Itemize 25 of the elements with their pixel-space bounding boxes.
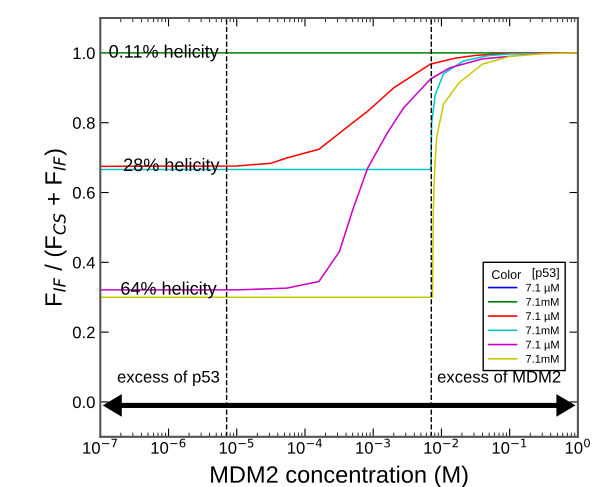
x-tick-label: 10$^{0}$ [566,438,590,454]
y-tick-label: 0.0 [72,396,95,408]
legend-label: 7.1mM [526,298,558,306]
y-tick-label: 1.0 [74,47,95,60]
legend-label: 7.1mM [526,326,558,334]
legend-label: 7.1 µM [526,284,559,294]
annotation: Color [492,270,522,280]
x-tick-label: 10$^{−2}$ [424,438,458,454]
annotation: excess of p53 [118,370,220,386]
legend-title: [p53] [532,268,559,280]
y-tick-label: 0.4 [72,256,95,269]
legend-label: 7.1 µM [526,340,559,351]
x-tick-label: 10$^{−5}$ [220,438,254,454]
legend-label: 7.1 µM [526,312,559,322]
y-tick-label: 0.6 [72,186,95,199]
y-tick-label: 0.2 [72,326,95,338]
annotation: excess of MDM2 [438,370,560,383]
y-axis-title: F$_{IF}$ / (F$_{CS}$ + F$_{IF}$) [44,149,67,306]
x-tick-label: 10$^{−6}$ [152,438,186,454]
legend-label: 7.1mM [526,355,558,363]
x-tick-label: 10$^{−3}$ [356,438,390,454]
x-tick-label: 10$^{−7}$ [83,438,117,454]
x-tick-label: 10$^{−4}$ [288,438,322,454]
y-tick-label: 0.8 [72,117,95,129]
x-tick-label: 10$^{−1}$ [492,438,526,454]
